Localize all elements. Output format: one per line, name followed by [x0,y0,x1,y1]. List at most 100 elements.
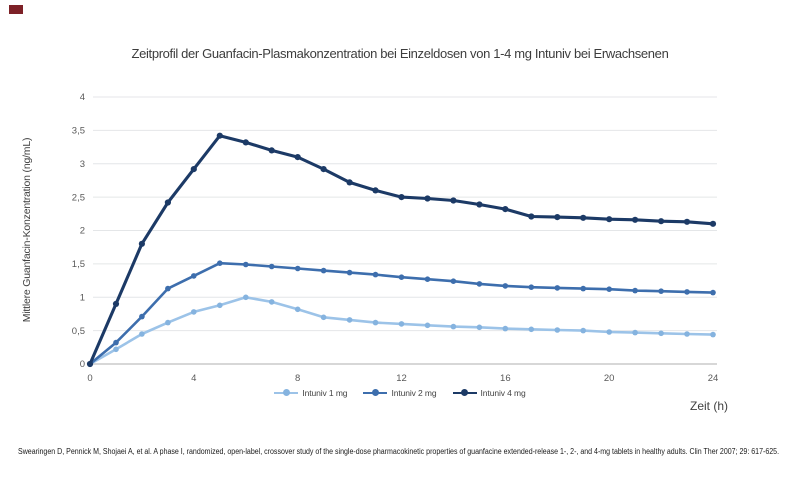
x-tick-label: 8 [295,373,300,384]
data-point [320,166,327,173]
citation-text: Swearingen D, Pennick M, Shojaei A, et a… [18,447,780,456]
data-point [217,302,223,309]
data-point [243,294,249,301]
data-point [294,265,301,272]
chart-title: Zeitprofil der Guanfacin-Plasmakonzentra… [131,46,669,61]
data-point [502,206,509,213]
data-point [242,139,249,146]
legend-line-marker-icon [452,389,477,397]
data-point [217,260,223,267]
data-point [139,313,145,320]
x-tick-label: 0 [87,373,92,384]
legend-item: Intuniv 1 mg [274,388,348,398]
legend: Intuniv 1 mg Intuniv 2 mg Intuniv 4 mg [0,388,800,398]
data-point [372,271,379,278]
data-point [372,187,379,194]
data-point [450,323,457,330]
data-point [268,299,275,305]
data-point [528,213,535,220]
data-point [606,329,612,335]
data-point [320,267,327,274]
brand-mark [9,5,23,14]
legend-label: Intuniv 1 mg [302,388,348,398]
data-point [165,285,171,292]
data-point [554,327,561,333]
plot-area: 0 0,5 1 1,5 2 2,5 3 3,5 4 0 4 8 12 16 20 24 [72,92,719,384]
x-axis-title: Zeit (h) [689,399,728,413]
data-point [684,331,690,337]
legend-label: Intuniv 2 mg [391,388,437,398]
y-tick-label: 0,5 [72,326,85,337]
data-point [294,154,301,161]
data-point [450,278,457,285]
data-point [294,306,301,313]
data-point [710,289,716,296]
data-point [632,216,639,223]
data-point [346,179,353,186]
data-point [528,284,535,291]
data-point [113,339,119,346]
y-tick-label: 0 [80,359,85,370]
data-point [139,331,145,337]
data-point [684,289,690,295]
y-tick-label: 2,5 [72,192,85,203]
data-point [502,283,509,289]
data-point [683,218,691,225]
data-point [268,263,275,270]
data-point [138,240,145,247]
data-point [216,132,223,139]
data-point [580,327,586,334]
data-point [502,325,509,332]
y-tick-label: 2 [80,226,85,237]
data-point [320,314,327,321]
data-point [113,346,119,353]
data-point [580,214,587,221]
x-tick-label: 20 [604,373,615,384]
x-tick-label: 16 [500,373,511,384]
data-point [398,321,405,327]
y-tick-label: 4 [80,92,85,103]
legend-item: Intuniv 4 mg [452,388,526,398]
data-point [424,322,431,329]
data-point [450,197,457,204]
data-point [554,285,561,291]
data-point [658,330,664,337]
data-point [346,317,353,323]
data-point [243,261,249,268]
data-point [580,285,586,292]
data-point [632,287,638,294]
data-point [346,269,353,276]
x-tick-label: 4 [191,373,196,384]
data-point [191,273,197,279]
x-tick-label: 24 [708,373,719,384]
data-point [658,288,664,295]
y-tick-label: 3 [80,159,85,170]
data-point [190,166,197,173]
data-point [709,220,717,227]
data-point [268,147,275,154]
x-tick-label: 12 [396,373,407,384]
data-point [710,331,716,338]
data-point [528,326,535,333]
legend-item: Intuniv 2 mg [363,388,437,398]
y-tick-label: 1,5 [72,259,85,270]
data-point [606,216,613,223]
data-point [476,201,483,208]
data-point [372,319,379,326]
legend-line-marker-icon [274,389,299,397]
data-point [398,274,405,281]
y-tick-label: 1 [80,292,85,303]
data-point [606,286,612,293]
data-point [164,199,171,206]
data-point [658,218,665,225]
data-point [632,329,638,336]
data-point [191,309,197,315]
data-point [554,214,561,221]
y-tick-label: 3,5 [72,126,85,137]
data-point [476,324,483,331]
data-point [424,195,431,202]
data-point [112,300,120,307]
data-point [86,360,94,368]
data-point [398,194,405,201]
